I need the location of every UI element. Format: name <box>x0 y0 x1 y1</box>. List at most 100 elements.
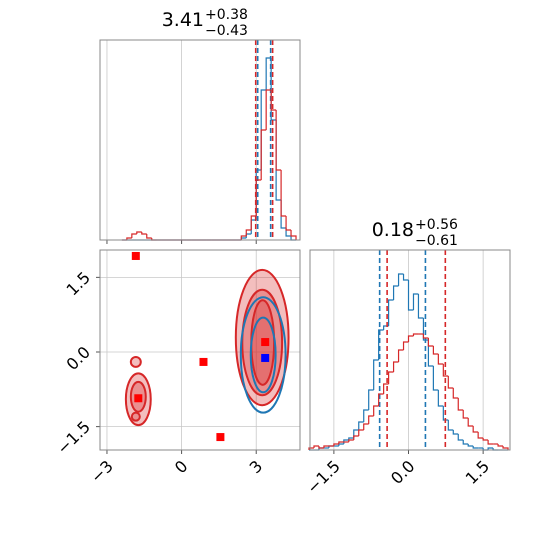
histogram-step <box>397 349 404 362</box>
plot-area <box>124 251 290 442</box>
x-tick-label: −1.5 <box>303 457 344 498</box>
panel-frame <box>309 249 511 451</box>
histogram-step <box>373 405 379 416</box>
histogram-step <box>260 129 267 180</box>
histogram-step <box>318 446 324 449</box>
histogram-step <box>447 420 454 431</box>
histogram-step <box>388 299 394 326</box>
histogram-step <box>245 229 252 236</box>
histogram-step <box>402 274 409 281</box>
panel-title: 0.18 <box>372 219 414 241</box>
histogram-step <box>437 354 444 365</box>
title-upper-error: +0.56 <box>415 217 458 233</box>
histogram-step <box>452 388 459 399</box>
histogram-step <box>240 235 247 240</box>
histogram-step <box>308 447 314 450</box>
x-tick-label: 0 <box>171 457 192 478</box>
histogram-step <box>402 341 409 350</box>
histogram-step <box>447 376 454 389</box>
histogram-step <box>497 444 504 447</box>
histogram-step <box>462 410 469 419</box>
contour <box>130 411 141 422</box>
point <box>131 251 140 260</box>
x-tick-label: 0.0 <box>387 457 418 488</box>
histogram-step <box>363 423 369 430</box>
panel-title: 3.41 <box>162 9 204 31</box>
histogram-step <box>373 359 379 390</box>
histogram-step <box>378 393 384 406</box>
contour <box>249 316 277 394</box>
histogram-step <box>472 446 479 449</box>
histogram-step <box>353 429 359 438</box>
histogram-step <box>290 230 297 240</box>
point <box>216 433 225 442</box>
histogram-step <box>422 334 429 339</box>
contour <box>239 296 287 414</box>
histogram-step <box>472 426 479 433</box>
histogram-step <box>358 429 364 436</box>
panel-frame <box>99 39 301 241</box>
x-tick-label: 1.5 <box>462 457 493 488</box>
histogram-step <box>442 406 449 421</box>
histogram-step <box>432 346 439 355</box>
histogram-step <box>487 440 494 445</box>
title-upper-error: +0.38 <box>205 7 248 23</box>
histogram-step <box>275 110 282 171</box>
histogram-step <box>265 89 272 130</box>
histogram-step <box>412 333 419 336</box>
panel-frame <box>99 249 301 451</box>
histogram-step <box>432 366 439 391</box>
panel-background <box>310 250 510 450</box>
histogram-step <box>422 318 429 341</box>
histogram-step <box>502 446 509 450</box>
histogram-step <box>427 340 434 367</box>
histogram-step <box>397 273 404 286</box>
y-tick-label: 1.5 <box>63 268 94 299</box>
title-lower-error: −0.61 <box>415 233 458 249</box>
histogram-step <box>265 57 272 90</box>
histogram-step <box>477 432 484 439</box>
histogram-step <box>452 430 459 435</box>
histogram-step <box>457 398 464 411</box>
contour <box>129 355 142 368</box>
histogram-step <box>353 435 359 440</box>
histogram-step <box>378 329 384 360</box>
y-tick-label: 0.0 <box>63 343 94 374</box>
histogram-step <box>467 418 474 427</box>
point <box>261 338 270 347</box>
histogram-step <box>383 383 389 394</box>
histogram-step <box>333 443 339 446</box>
histogram-step <box>358 421 364 430</box>
histogram-step <box>407 280 414 311</box>
histogram-step <box>323 445 329 448</box>
histogram-step <box>348 437 354 440</box>
histogram-step <box>131 233 137 238</box>
histogram-step <box>126 237 132 240</box>
histogram-step <box>285 228 292 237</box>
point <box>134 394 143 403</box>
x-tick-label: 3 <box>246 457 267 478</box>
histogram-step <box>313 445 319 448</box>
histogram-step <box>338 441 344 444</box>
histogram-step <box>368 415 374 424</box>
point <box>261 353 270 362</box>
histogram-step <box>141 232 147 235</box>
title-lower-error: −0.43 <box>205 23 248 39</box>
histogram-step <box>136 231 142 234</box>
histogram-step <box>412 293 419 310</box>
point <box>199 357 208 366</box>
histogram-step <box>363 409 369 422</box>
x-tick-label: −3 <box>87 457 117 487</box>
panel-background <box>100 250 300 450</box>
histogram-step <box>482 438 489 441</box>
histogram-step <box>462 440 469 445</box>
histogram-step <box>467 444 474 447</box>
histogram-step <box>146 234 152 239</box>
histogram-step <box>250 215 257 230</box>
histogram-step <box>392 285 399 300</box>
histogram-step <box>348 439 354 442</box>
histogram-step <box>270 90 277 111</box>
histogram-step <box>457 434 464 441</box>
histogram-step <box>417 294 424 319</box>
